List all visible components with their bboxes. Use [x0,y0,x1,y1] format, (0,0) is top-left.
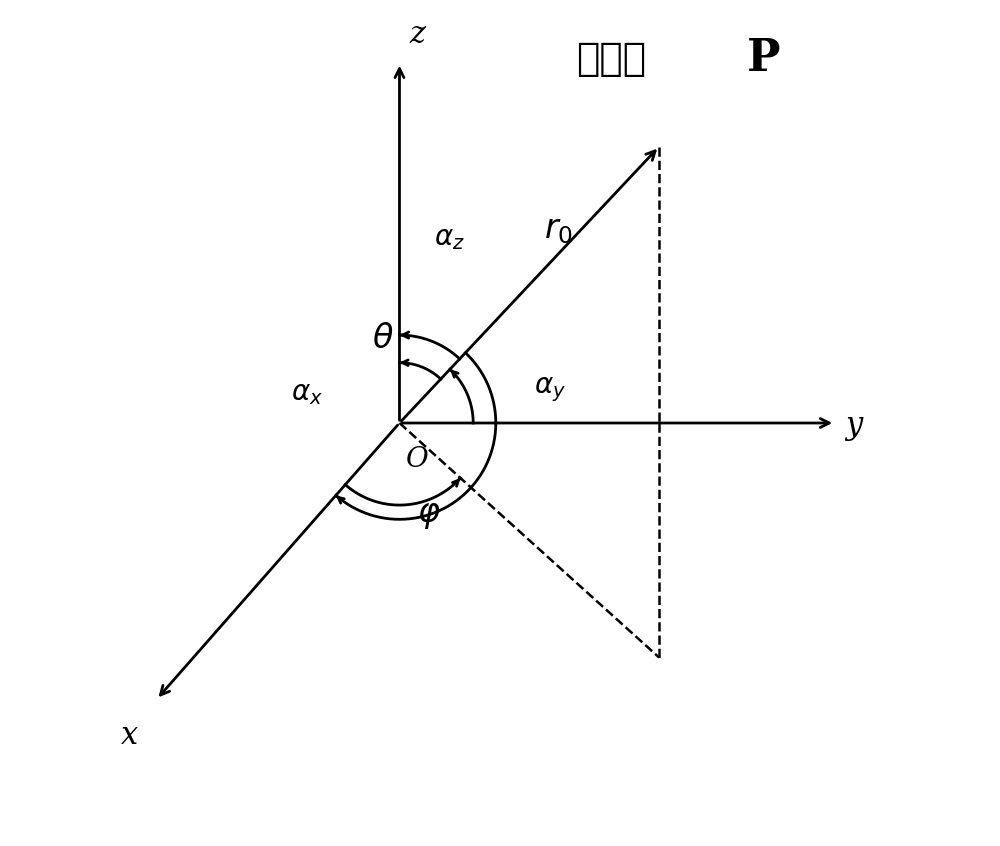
Text: $\alpha_x$: $\alpha_x$ [291,380,323,407]
Text: z: z [410,19,426,50]
Text: O: O [406,447,429,474]
Text: $\varphi$: $\varphi$ [417,499,441,531]
Text: $r_0$: $r_0$ [544,214,573,246]
Text: $\theta$: $\theta$ [372,323,394,355]
Text: 观察点: 观察点 [576,40,647,78]
Text: P: P [747,37,781,80]
Text: $\alpha_z$: $\alpha_z$ [434,225,465,252]
Text: $\alpha_y$: $\alpha_y$ [534,375,566,404]
Text: y: y [845,410,862,441]
Text: x: x [121,721,138,751]
